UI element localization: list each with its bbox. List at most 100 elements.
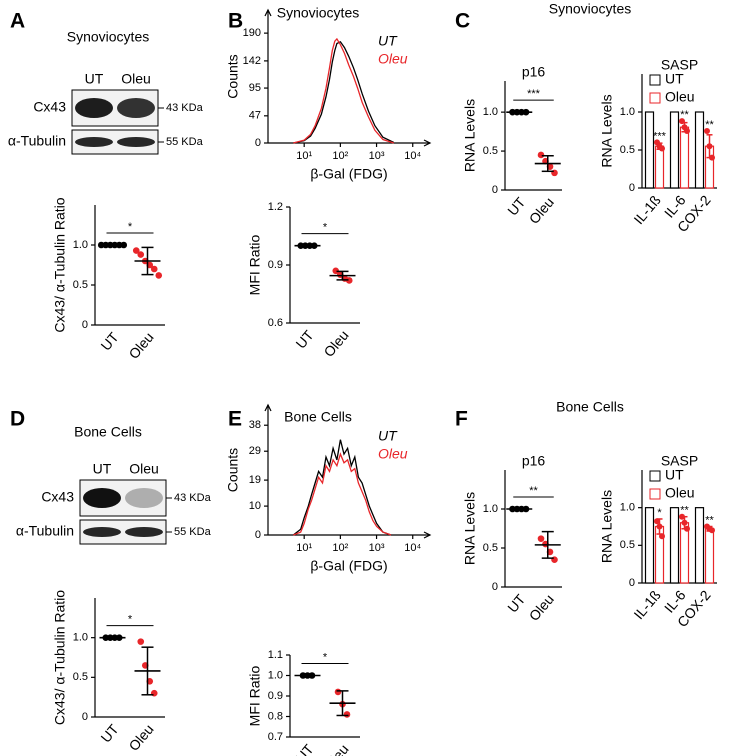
legend-label: UT (665, 71, 684, 87)
bar (669, 507, 680, 584)
chart-title: SASP (661, 57, 698, 73)
x-axis-label: β-Gal (FDG) (310, 166, 387, 182)
bar (694, 507, 705, 584)
panel-title: Bone Cells (74, 424, 142, 440)
significance-label: * (323, 222, 328, 234)
y-tick-label: 0 (255, 137, 261, 149)
histogram-line (292, 439, 392, 536)
size-label: 43 KDa (174, 492, 212, 504)
y-axis-label: Cx43/ α-Tubulin Ratio (52, 590, 68, 725)
y-tick-label: 1.0 (483, 106, 498, 118)
y-tick-label: 38 (249, 419, 261, 431)
chart-title: p16 (522, 453, 546, 469)
data-point (537, 151, 545, 159)
y-axis-label: MFI Ratio (247, 234, 263, 295)
x-tick-label: UT (97, 329, 122, 354)
chart-title: p16 (522, 64, 546, 80)
x-tick-label: 10⁴ (404, 150, 421, 162)
panel-letter: F (455, 408, 468, 431)
y-tick-label: 0 (82, 319, 88, 331)
y-tick-label: 142 (243, 55, 261, 67)
legend-label: UT (665, 467, 684, 483)
legend-label: Oleu (378, 51, 408, 67)
data-point (137, 251, 145, 258)
x-tick-label: 10² (332, 542, 348, 554)
y-tick-label: 0 (629, 577, 635, 589)
legend-swatch (649, 74, 661, 86)
significance-label: *** (653, 130, 667, 142)
x-tick-label: 10³ (369, 542, 385, 554)
data-point (537, 535, 545, 542)
y-tick-label: 1.0 (620, 502, 635, 514)
data-point (332, 267, 340, 275)
y-tick-label: 0 (629, 182, 635, 194)
y-tick-label: 0 (82, 711, 88, 723)
y-tick-label: 0.9 (268, 259, 283, 271)
y-tick-label: 0.7 (268, 731, 283, 743)
significance-label: * (323, 651, 328, 663)
histogram-line (293, 452, 392, 536)
legend-label: UT (378, 428, 398, 444)
significance-label: *** (527, 88, 541, 100)
y-tick-label: 0 (492, 184, 498, 196)
y-tick-label: 0.9 (268, 690, 283, 702)
significance-label: ** (680, 505, 689, 517)
y-axis-label: Cx43/ α-Tubulin Ratio (52, 197, 68, 332)
panel-letter: B (228, 10, 243, 33)
legend-label: Oleu (665, 89, 695, 105)
row-label: Cx43 (41, 489, 74, 505)
legend-swatch (649, 488, 661, 500)
blot-band (75, 137, 113, 147)
data-point (659, 533, 665, 540)
legend-label: Oleu (378, 446, 408, 462)
x-axis-arrow (423, 531, 432, 539)
panel-letter: A (10, 10, 25, 33)
y-axis-arrow (264, 403, 272, 412)
size-label: 43 KDa (166, 102, 204, 114)
x-tick-label: 10³ (369, 150, 385, 162)
y-axis-label: Counts (225, 54, 241, 98)
data-point (334, 688, 342, 696)
x-tick-label: Oleu (526, 591, 557, 624)
y-tick-label: 29 (249, 445, 261, 457)
y-tick-label: 19 (249, 474, 261, 486)
x-tick-label: UT (292, 741, 317, 756)
x-tick-label: 10⁴ (404, 542, 421, 554)
data-point (150, 265, 158, 273)
data-point (345, 277, 353, 284)
panel-title: Synoviocytes (67, 29, 149, 45)
panel-title: Synoviocytes (277, 5, 359, 21)
data-point (551, 169, 558, 177)
data-point (704, 128, 710, 134)
y-tick-label: 0.5 (620, 144, 635, 156)
y-tick-label: 0.8 (268, 710, 283, 722)
significance-label: ** (529, 485, 538, 497)
blot-band (117, 98, 155, 118)
y-tick-label: 1.0 (73, 239, 88, 251)
row-label: α-Tubulin (16, 523, 74, 539)
y-tick-label: 1.0 (73, 632, 88, 644)
x-tick-label: UT (97, 721, 122, 746)
y-tick-label: 10 (249, 500, 261, 512)
y-tick-label: 0.5 (73, 671, 88, 683)
legend-label: Oleu (665, 485, 695, 501)
significance-label: * (657, 507, 662, 519)
bar (654, 145, 665, 189)
blot-band (117, 137, 155, 147)
data-point (155, 272, 163, 279)
bar (679, 126, 690, 189)
y-tick-label: 47 (249, 110, 261, 122)
blot-band (83, 527, 121, 537)
y-axis-label: RNA Levels (599, 490, 615, 563)
lane-label: Oleu (121, 71, 151, 87)
significance-label: * (128, 221, 133, 233)
blot-band (83, 488, 121, 508)
blot-band (125, 488, 163, 508)
y-tick-label: 0.5 (483, 145, 498, 157)
panel-title: Synoviocytes (549, 1, 631, 17)
y-axis-label: RNA Levels (599, 94, 615, 167)
y-tick-label: 1.0 (483, 503, 498, 515)
significance-label: * (128, 614, 133, 626)
data-point (343, 711, 351, 718)
